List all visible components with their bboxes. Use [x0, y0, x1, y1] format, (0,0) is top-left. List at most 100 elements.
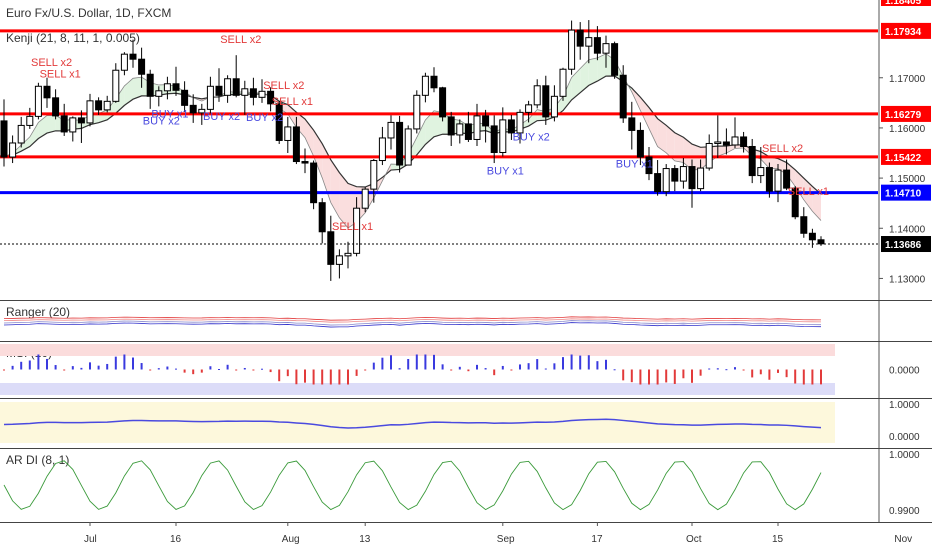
price-tick-label: 1.14000 [889, 224, 926, 235]
signal-label: SELL x1 [272, 96, 313, 108]
signal-label: BUY x2 [143, 115, 180, 127]
msi-bar [759, 369, 762, 375]
top-cut-tag [881, 0, 931, 6]
candle-body [671, 168, 679, 182]
candle-body [473, 115, 481, 140]
msi-bar [476, 364, 478, 370]
msi-bar [751, 369, 754, 378]
msi-bar [407, 359, 410, 370]
date-tick-label: Oct [686, 534, 702, 545]
msi-bar [734, 367, 736, 370]
signal-label: BUY x1 [616, 158, 653, 170]
candle-body [791, 187, 799, 218]
panel-name: AR DI (8, 1) [6, 453, 69, 467]
candle-body [86, 100, 94, 124]
kenji-fast-line [3, 53, 822, 229]
msi-bar [226, 364, 229, 370]
msi-bar [501, 365, 504, 370]
msi-bar [20, 361, 23, 370]
candle-body [740, 136, 748, 147]
ranger-band [3, 320, 822, 326]
panel-tick-label: 0.0000 [889, 432, 920, 443]
msi-bar [157, 368, 160, 370]
candle-body [258, 90, 266, 98]
ranger-band [3, 316, 822, 321]
msi-bar [304, 369, 306, 383]
msi-bar [132, 357, 134, 370]
candle-body [95, 100, 103, 111]
msi-bar [802, 369, 805, 385]
candle-body [9, 142, 17, 158]
candle-body [335, 255, 343, 265]
candle-body [559, 68, 567, 97]
signal-label: SELL x1 [788, 186, 829, 198]
signal-label: SELL x2 [220, 34, 261, 46]
panel-tick-label: 0.0000 [889, 366, 920, 377]
msi-bar [140, 363, 143, 370]
msi-bar [235, 369, 238, 371]
candle-body [0, 120, 8, 158]
candle-body [654, 173, 662, 193]
msi-bar [209, 366, 212, 370]
msi-bar [536, 359, 539, 370]
candle-body [714, 141, 722, 144]
candle-body [748, 145, 756, 177]
msi-bar [347, 369, 349, 385]
candle-body [318, 202, 326, 233]
msi-bar [579, 355, 582, 370]
msi-bar [54, 365, 57, 370]
candle-body [232, 78, 240, 96]
msi-bar [493, 369, 496, 376]
candle-body [69, 117, 77, 133]
candle-body [490, 125, 498, 154]
msi-bar [106, 363, 109, 370]
cloud-segment [580, 59, 589, 93]
candle-body [120, 53, 128, 71]
candle-body [679, 166, 687, 182]
candle-body [404, 128, 412, 166]
candle-body [310, 162, 318, 204]
candle-body [808, 232, 816, 241]
candle-body [507, 119, 515, 134]
price-tick-label: 1.13000 [889, 274, 926, 285]
msi-bar [433, 354, 435, 370]
date-tick-label: Jul [84, 534, 97, 545]
candle-body [499, 119, 507, 154]
msi-bar [820, 369, 822, 385]
candle-body [206, 85, 214, 110]
last-price-label: 1.13686 [885, 240, 922, 251]
candle-body [464, 123, 472, 140]
msi-bar [794, 369, 797, 384]
ranger-band [3, 322, 822, 328]
cloud-segment [322, 143, 331, 203]
msi-upper-zone [0, 344, 835, 356]
candle-body [292, 126, 300, 163]
msi-bar [278, 369, 281, 382]
candle-body [215, 85, 223, 96]
msi-bar [329, 369, 332, 385]
msi-lower-zone [0, 383, 835, 395]
msi-bar [390, 355, 392, 370]
msi-bar [467, 369, 470, 372]
msi-bar [192, 369, 195, 375]
msi-bar [622, 369, 625, 381]
candle-body [43, 85, 51, 99]
msi-bar [768, 369, 771, 380]
msi-bar [355, 369, 358, 376]
candle-body [611, 43, 619, 76]
candle-body [731, 136, 739, 146]
cloud-segment [47, 115, 56, 134]
msi-bar [123, 354, 126, 370]
msi-bar [682, 369, 685, 379]
msi-bar [613, 369, 616, 371]
tdi-zone [0, 402, 835, 443]
candle-body [17, 124, 25, 144]
cloud-segment [588, 57, 598, 86]
signal-label: SELL x2 [31, 57, 72, 69]
msi-bar [785, 369, 788, 378]
top-cut-label: 1.18405 [885, 0, 922, 7]
candle-body [34, 85, 42, 117]
panel-tick-label: 0.9900 [889, 506, 920, 517]
